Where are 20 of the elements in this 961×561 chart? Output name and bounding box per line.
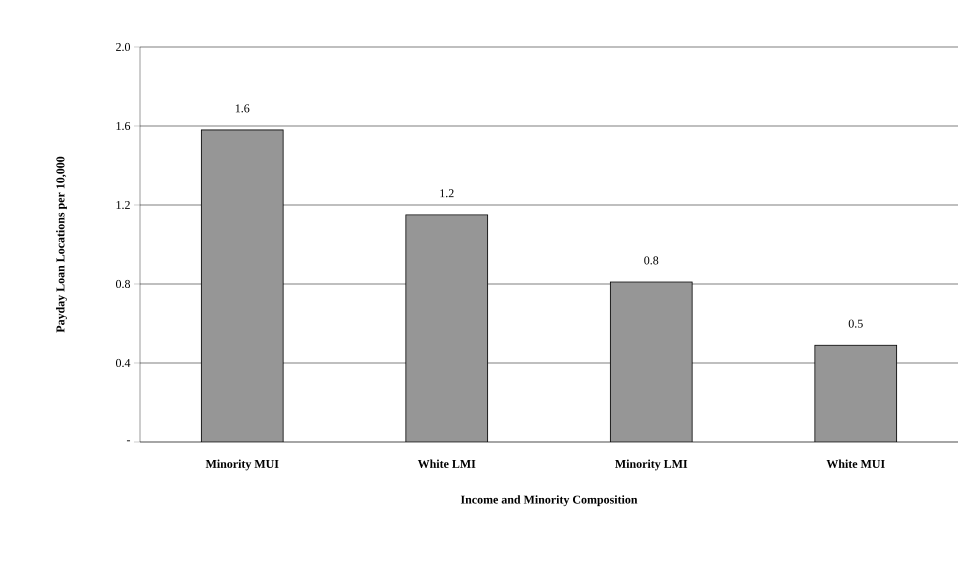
y-tick-label: 2.0 — [116, 42, 130, 52]
bar — [405, 214, 488, 442]
data-label: 1.6 — [236, 104, 250, 112]
bar — [610, 282, 693, 442]
x-tick-label: Minority MUI — [206, 460, 279, 470]
x-tick-label: Minority LMI — [615, 460, 688, 470]
y-tick-label: 0.8 — [116, 280, 130, 288]
x-tick-label: White LMI — [418, 460, 476, 468]
x-tick-label: White MUI — [826, 460, 885, 468]
x-axis-title: Income and Minority Composition — [460, 495, 638, 506]
data-label: 1.2 — [440, 189, 454, 198]
bar — [814, 344, 898, 442]
y-tick-label: 1.6 — [116, 122, 130, 130]
data-label: 0.5 — [848, 320, 863, 328]
y-axis-title: Payday Loan Locations per 10,000 — [56, 156, 67, 332]
data-label: 0.8 — [644, 256, 658, 265]
bar — [200, 130, 284, 442]
y-tick-label: 1.2 — [116, 200, 130, 210]
y-tick-label: 0.4 — [116, 358, 130, 368]
y-tick-label: - — [126, 440, 130, 442]
